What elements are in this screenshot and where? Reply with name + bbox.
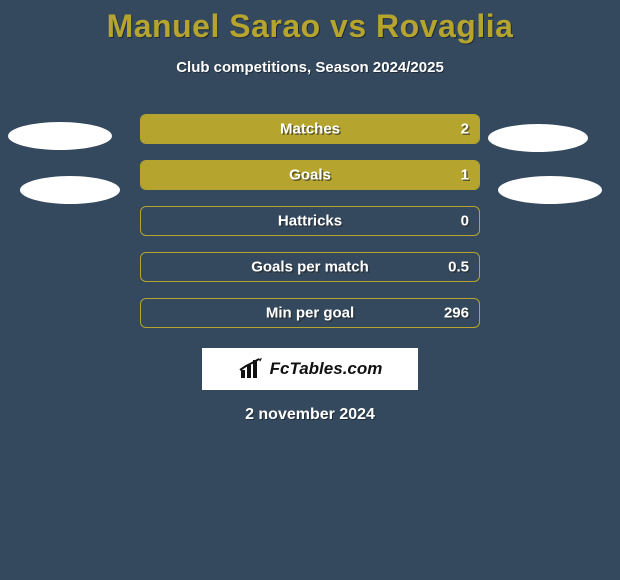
logo-text: FcTables.com [270,359,383,379]
stat-row-min-per-goal: Min per goal 296 [140,298,480,328]
avatar-ellipse-1 [20,176,120,204]
stat-row-value: 2 [461,121,469,138]
page-title: Manuel Sarao vs Rovaglia [0,0,620,45]
stat-row-label: Matches [280,121,340,138]
stat-row-label: Goals per match [251,259,369,276]
stat-row-value: 0 [461,213,469,230]
date-label: 2 november 2024 [0,406,620,424]
stat-row-value: 0.5 [448,259,469,276]
bar-chart-icon [238,358,264,380]
stat-row-goals: Goals 1 [140,160,480,190]
stat-row-label: Min per goal [266,305,354,322]
avatar-ellipse-0 [8,122,112,150]
comparison-stage: Matches 2 Goals 1 Hattricks 0 Goals per match 0… [0,114,620,424]
logo-box: FcTables.com [202,348,418,390]
stat-row-value: 1 [461,167,469,184]
stat-row-label: Goals [289,167,331,184]
stat-row-label: Hattricks [278,213,342,230]
stat-row-goals-per-match: Goals per match 0.5 [140,252,480,282]
avatar-ellipse-2 [488,124,588,152]
avatar-ellipse-3 [498,176,602,204]
stat-row-hattricks: Hattricks 0 [140,206,480,236]
stat-row-value: 296 [444,305,469,322]
stat-row-matches: Matches 2 [140,114,480,144]
subtitle: Club competitions, Season 2024/2025 [0,59,620,76]
